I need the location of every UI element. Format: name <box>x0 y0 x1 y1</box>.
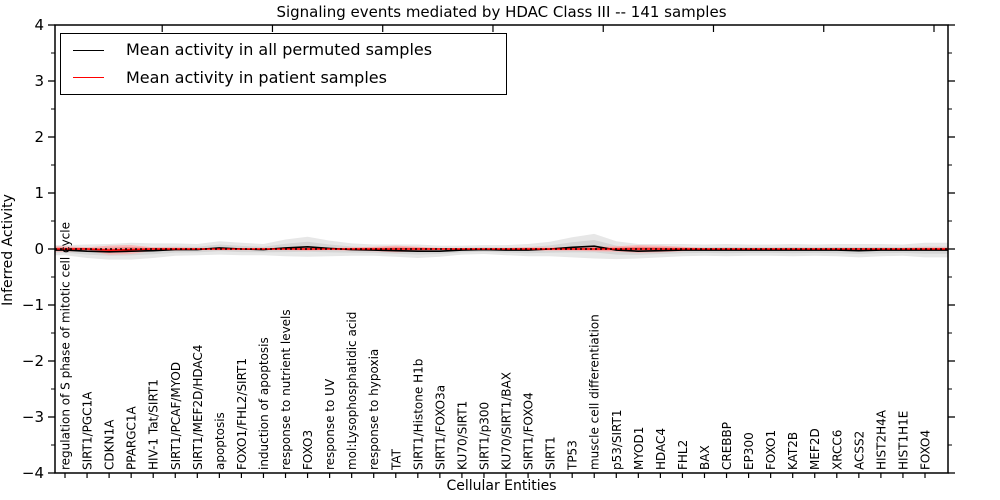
x-tick-label: TAT <box>389 448 403 471</box>
x-tick-label: SIRT1/Histone H1b <box>411 359 425 470</box>
x-tick-label: KU70/SIRT1 <box>455 401 469 470</box>
legend-line-patient-icon <box>73 77 104 79</box>
x-tick-label: apoptosis <box>213 412 227 470</box>
legend-item-patient: Mean activity in patient samples <box>73 64 506 91</box>
x-tick-label: TP53 <box>566 440 580 471</box>
x-tick-label: FOXO1/FHL2/SIRT1 <box>235 358 249 470</box>
x-tick-label: CDKN1A <box>103 419 117 470</box>
x-tick-label: response to nutrient levels <box>279 309 293 470</box>
y-tick-label: −4 <box>22 464 44 482</box>
x-tick-label: PPARGC1A <box>125 405 139 470</box>
x-tick-label: muscle cell differentiation <box>588 314 602 470</box>
x-tick-label: SIRT1 <box>544 436 558 470</box>
y-tick-label: 2 <box>34 128 44 146</box>
x-tick-label: FOXO1 <box>764 430 778 470</box>
x-tick-label: BAX <box>698 445 712 470</box>
x-tick-label: p53/SIRT1 <box>610 409 624 470</box>
x-tick-label: SIRT1/PGC1A <box>81 391 95 470</box>
x-tick-label: HIST1H1E <box>896 411 910 470</box>
x-tick-label: SIRT1/MEF2D/HDAC4 <box>191 345 205 470</box>
y-tick-label: 0 <box>34 240 44 258</box>
x-tick-label: HIV-1 Tat/SIRT1 <box>147 379 161 470</box>
x-tick-label: KU70/SIRT1/BAX <box>500 372 514 470</box>
y-tick-label: −1 <box>22 296 44 314</box>
legend-label-permuted: Mean activity in all permuted samples <box>126 40 433 60</box>
x-tick-label: SIRT1/p300 <box>477 402 491 470</box>
x-tick-label: SIRT1/PCAF/MYOD <box>169 362 183 470</box>
x-tick-label: SIRT1/FOXO3a <box>433 385 447 470</box>
x-tick-label: mol:Lysophosphatidic acid <box>345 312 359 470</box>
x-tick-label: MYOD1 <box>632 427 646 470</box>
y-axis-label: Inferred Activity <box>0 194 16 306</box>
x-tick-label: HIST2H4A <box>874 409 888 470</box>
x-tick-label: MEF2D <box>808 428 822 470</box>
x-tick-label: EP300 <box>742 432 756 470</box>
x-tick-label: CREBBP <box>720 422 734 470</box>
x-tick-label: SIRT1/FOXO4 <box>522 392 536 470</box>
chart-title: Signaling events mediated by HDAC Class … <box>276 3 727 21</box>
x-tick-label: induction of apoptosis <box>257 337 271 470</box>
legend: Mean activity in all permuted samples Me… <box>60 33 507 95</box>
legend-label-patient: Mean activity in patient samples <box>126 67 387 87</box>
x-tick-label: FOXO4 <box>919 430 933 470</box>
x-tick-label: response to hypoxia <box>367 349 381 470</box>
x-tick-label: XRCC6 <box>830 430 844 470</box>
x-tick-label: regulation of S phase of mitotic cell cy… <box>59 222 73 470</box>
y-tick-label: 1 <box>34 184 44 202</box>
x-tick-label: HDAC4 <box>654 428 668 470</box>
y-tick-label: −3 <box>22 408 44 426</box>
y-tick-label: 3 <box>34 72 44 90</box>
legend-line-permuted-icon <box>73 49 104 51</box>
x-tick-label: FHL2 <box>676 440 690 470</box>
y-tick-label: −2 <box>22 352 44 370</box>
x-axis-label: Cellular Entities <box>446 478 557 494</box>
x-tick-label: ACSS2 <box>852 431 866 470</box>
permuted-band-inner <box>55 240 948 256</box>
y-tick-label: 4 <box>34 16 44 34</box>
x-tick-label: FOXO3 <box>301 430 315 470</box>
x-tick-label: KAT2B <box>786 432 800 470</box>
x-tick-label: response to UV <box>323 378 337 470</box>
legend-item-permuted: Mean activity in all permuted samples <box>73 37 506 64</box>
